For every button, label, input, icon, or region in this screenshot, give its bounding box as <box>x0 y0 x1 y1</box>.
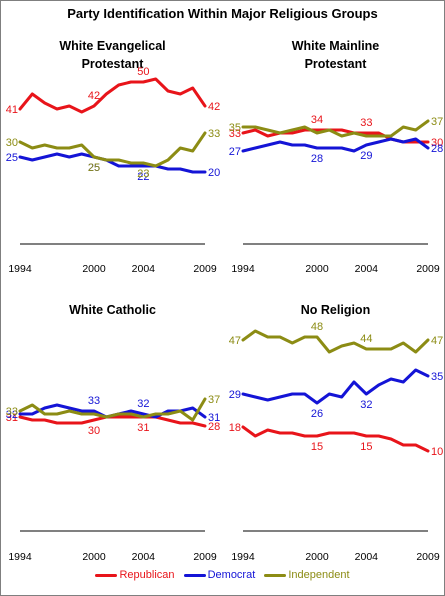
x-tick-label: 2000 <box>305 263 329 275</box>
x-tick-label: 2009 <box>193 263 217 275</box>
data-label-republican: 15 <box>311 441 323 453</box>
legend-swatch-independent <box>264 573 287 577</box>
data-label-democrat: 25 <box>6 152 18 164</box>
legend: Republican Democrat Independent <box>0 569 445 581</box>
data-label-democrat: 28 <box>311 153 323 165</box>
data-label-republican: 50 <box>137 66 149 78</box>
x-tick-label: 1994 <box>8 263 32 275</box>
data-label-independent: 48 <box>311 321 323 333</box>
series-line-independent <box>241 329 430 354</box>
data-label-republican: 31 <box>6 412 18 424</box>
data-label-democrat: 20 <box>208 167 220 179</box>
data-label-democrat: 31 <box>208 412 220 424</box>
legend-swatch-democrat <box>183 573 206 577</box>
legend-item-democrat: Democrat <box>183 569 256 581</box>
data-label-republican: 31 <box>137 422 149 434</box>
x-tick-label: 2004 <box>355 551 379 563</box>
data-label-republican: 15 <box>360 441 372 453</box>
series-line-republican <box>241 425 430 453</box>
x-tick-label: 2000 <box>82 263 106 275</box>
series-line-democrat <box>241 137 430 153</box>
data-label-independent: 37 <box>208 394 220 406</box>
panel-white-mainline-protestant: White Mainline Protestant 1994 2000 2004 2009… <box>229 39 444 275</box>
data-label-democrat: 35 <box>431 371 443 383</box>
panel-title: Protestant <box>82 57 145 71</box>
legend-label-democrat: Democrat <box>207 569 256 581</box>
x-tick-label: 1994 <box>231 551 255 563</box>
legend-swatch-republican <box>95 573 118 577</box>
legend-label-republican: Republican <box>119 569 175 581</box>
x-tick-label: 2004 <box>355 263 379 275</box>
data-label-democrat: 28 <box>431 143 443 155</box>
data-label-republican: 34 <box>311 114 323 126</box>
legend-item-independent: Independent <box>264 569 350 581</box>
data-label-democrat: 32 <box>137 398 149 410</box>
x-tick-label: 2004 <box>132 263 156 275</box>
data-label-independent: 33 <box>6 406 18 418</box>
series-line-democrat <box>18 152 207 174</box>
data-label-republican: 10 <box>431 446 443 458</box>
series-line-independent <box>18 397 207 422</box>
data-label-independent: 23 <box>137 168 149 180</box>
x-tick-label: 2000 <box>82 551 106 563</box>
data-label-republican: 18 <box>229 422 241 434</box>
panel-title: No Religion <box>301 303 370 317</box>
data-label-democrat: 26 <box>311 408 323 420</box>
x-tick-label: 1994 <box>231 263 255 275</box>
panel-title: White Mainline <box>292 39 380 53</box>
data-label-democrat: 32 <box>360 399 372 411</box>
data-label-independent: 47 <box>229 335 241 347</box>
panel-title: White Evangelical <box>59 39 165 53</box>
series-line-democrat <box>241 368 430 405</box>
data-label-independent: 30 <box>6 137 18 149</box>
data-label-independent: 44 <box>360 333 372 345</box>
data-label-republican: 28 <box>208 421 220 433</box>
x-tick-label: 1994 <box>8 551 32 563</box>
data-label-republican: 41 <box>6 104 18 116</box>
panel-white-evangelical-protestant: White Evangelical Protestant 1994 2000 2004 2… <box>6 39 221 275</box>
x-tick-label: 2009 <box>416 551 440 563</box>
data-label-republican: 42 <box>88 90 100 102</box>
data-label-democrat: 33 <box>88 395 100 407</box>
data-label-democrat: 27 <box>229 146 241 158</box>
data-label-republican: 30 <box>431 137 443 149</box>
data-label-democrat: 29 <box>229 389 241 401</box>
data-label-democrat: 32 <box>6 409 18 421</box>
data-label-democrat: 22 <box>137 171 149 183</box>
x-tick-label: 2009 <box>416 263 440 275</box>
data-label-democrat: 25 <box>88 162 100 174</box>
data-label-republican: 42 <box>208 101 220 113</box>
panel-title: Protestant <box>305 57 368 71</box>
data-label-independent: 33 <box>208 128 220 140</box>
main-title: Party Identification Within Major Religi… <box>67 6 378 21</box>
legend-item-republican: Republican <box>95 569 175 581</box>
data-label-independent: 37 <box>431 116 443 128</box>
data-label-independent: 25 <box>88 162 100 174</box>
x-tick-label: 2000 <box>305 551 329 563</box>
series-line-republican <box>18 77 207 114</box>
data-label-independent: 47 <box>431 335 443 347</box>
series-line-independent <box>241 119 430 138</box>
data-label-independent: 35 <box>229 122 241 134</box>
legend-label-independent: Independent <box>288 569 350 581</box>
panel-title: White Catholic <box>69 303 156 317</box>
data-label-republican: 33 <box>229 128 241 140</box>
x-tick-label: 2004 <box>132 551 156 563</box>
data-label-republican: 30 <box>88 425 100 437</box>
panel-no-religion: No Religion 1994 2000 2004 2009 18 15 15 10 29 26 3… <box>229 303 444 563</box>
data-label-democrat: 29 <box>360 150 372 162</box>
data-label-republican: 33 <box>360 117 372 129</box>
series-line-independent <box>18 131 207 168</box>
series-line-republican <box>18 415 207 428</box>
x-tick-label: 2009 <box>193 551 217 563</box>
